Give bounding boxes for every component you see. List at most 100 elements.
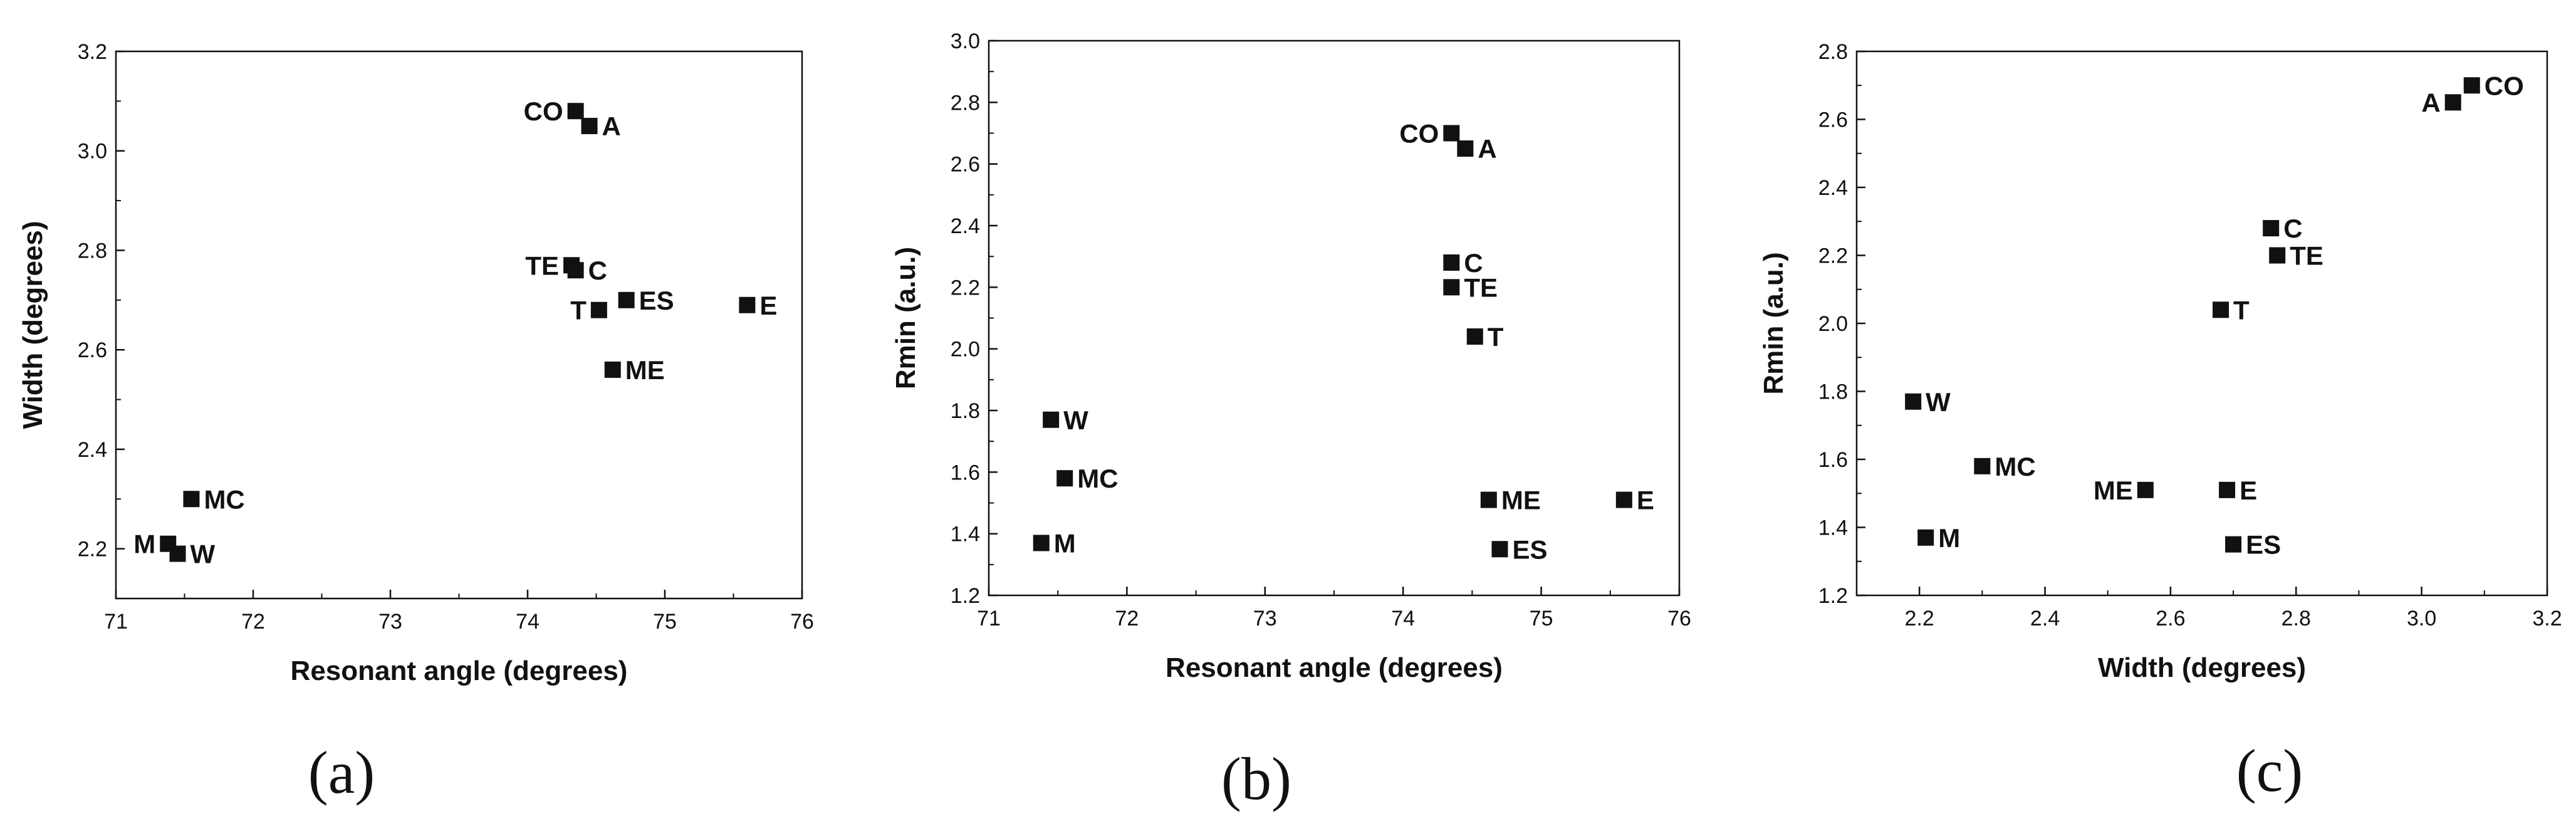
x-tick-label: 72 [241, 610, 265, 634]
data-point [1056, 470, 1073, 487]
y-tick-label: 2.2 [951, 276, 980, 300]
panel-a: 71 72 73 74 75 76 2.2 2.4 2.6 2.8 3.0 3.2 Resonant a… [18, 40, 814, 806]
data-point-label: T [570, 296, 587, 325]
y-tick-label: 2.8 [78, 239, 107, 263]
x-tick-label: 74 [1391, 607, 1415, 630]
data-point-label: C [588, 256, 607, 285]
data-point-label: ES [2246, 530, 2281, 560]
y-tick-label: 3.2 [78, 40, 107, 64]
y-tick-label: 2.4 [951, 214, 980, 238]
data-point-label: ME [2094, 476, 2133, 505]
y-tick-label: 2.4 [78, 438, 107, 462]
data-point-label: W [1063, 405, 1088, 435]
data-point-label: TE [1464, 273, 1498, 302]
data-point [1974, 457, 1991, 474]
y-axis-title: Rmin (a.u.) [890, 247, 921, 389]
data-point-label: MC [204, 484, 244, 514]
data-point-label: MC [1077, 464, 1118, 493]
x-tick-label: 73 [1253, 607, 1277, 630]
data-point-label: T [1488, 322, 1504, 352]
x-axis-title: Resonant angle (degrees) [1165, 652, 1503, 683]
y-tick-label: 1.8 [1818, 380, 1848, 404]
data-point-label: A [1478, 134, 1496, 164]
data-point-label: CO [2485, 71, 2524, 100]
data-point-label: C [2283, 214, 2302, 243]
data-point-label: E [2240, 476, 2257, 505]
y-tick-label: 2.2 [1818, 244, 1848, 268]
data-point-label: A [2421, 88, 2440, 117]
panel-caption: (b) [1221, 745, 1291, 812]
data-point-label: W [190, 540, 216, 569]
data-point [567, 262, 584, 279]
data-point [1615, 491, 1632, 508]
data-point [2137, 481, 2154, 498]
data-point [2219, 481, 2236, 498]
x-axis-title: Width (degrees) [2098, 652, 2306, 683]
x-tick-label: 71 [104, 610, 128, 634]
x-tick-label: 75 [653, 610, 677, 634]
y-tick-label: 1.2 [1818, 584, 1848, 608]
panel-b: 71 72 73 74 75 76 1.2 1.4 1.6 1.8 2.0 2.2 2.4 2.6 2.8 3… [890, 29, 1691, 812]
data-point-label: ES [1512, 535, 1547, 564]
data-point [567, 103, 584, 120]
y-axis-title: Width (degrees) [18, 221, 48, 429]
data-point [2213, 301, 2229, 318]
data-point-label: M [1938, 523, 1960, 553]
y-tick-label: 2.6 [951, 153, 980, 177]
panel-caption: (c) [2236, 737, 2303, 804]
data-point [604, 361, 621, 378]
data-point-label: CO [1399, 119, 1439, 149]
data-point [1480, 491, 1497, 508]
y-tick-label: 2.8 [951, 91, 980, 115]
panel-c: 2.2 2.4 2.6 2.8 3.0 3.2 1.2 1.4 1.6 1.8 2.0 2.2 2.4 2… [1758, 40, 2562, 804]
x-tick-label: 3.2 [2532, 607, 2562, 630]
data-point [2263, 220, 2280, 237]
panel-caption: (a) [308, 739, 375, 806]
y-tick-label: 2.6 [1818, 108, 1848, 132]
data-point-label: MC [1995, 452, 2035, 481]
data-point-label: CO [524, 97, 563, 126]
y-tick-label: 2.2 [78, 538, 107, 562]
data-point [1905, 393, 1922, 410]
data-point [2444, 94, 2461, 111]
data-point-label: ME [1501, 486, 1541, 515]
data-point [618, 291, 635, 308]
x-tick-label: 75 [1530, 607, 1553, 630]
data-point-label: E [759, 291, 777, 320]
data-point [590, 301, 607, 318]
data-point-label: TE [525, 251, 559, 280]
data-point-label: T [2233, 295, 2250, 325]
y-tick-label: 3.0 [951, 29, 980, 53]
x-tick-label: 73 [378, 610, 402, 634]
data-point [1443, 254, 1460, 271]
data-point [1491, 541, 1508, 558]
data-point [581, 118, 598, 135]
data-point [169, 545, 186, 562]
x-axis-title: Resonant angle (degrees) [291, 656, 628, 686]
data-point-label: ES [639, 286, 674, 315]
data-point-label: A [602, 112, 621, 141]
x-tick-label: 2.6 [2156, 607, 2185, 630]
x-tick-label: 76 [1667, 607, 1691, 630]
data-point-label: M [1054, 528, 1076, 558]
data-point-label: M [133, 530, 155, 559]
data-point-label: C [1464, 248, 1483, 278]
y-tick-label: 1.6 [951, 461, 980, 484]
data-point-label: E [1637, 486, 1654, 515]
x-tick-label: 3.0 [2407, 607, 2436, 630]
x-tick-label: 74 [516, 610, 540, 634]
data-point-label: TE [2290, 241, 2323, 271]
x-tick-label: 2.2 [1905, 607, 1934, 630]
y-tick-label: 1.4 [951, 523, 980, 546]
data-point [2269, 247, 2286, 264]
data-point [1443, 279, 1460, 296]
x-tick-label: 71 [977, 607, 1001, 630]
data-point [1457, 140, 1474, 157]
data-point [1033, 535, 1050, 552]
data-point [739, 296, 756, 313]
y-tick-label: 1.8 [951, 399, 980, 423]
y-tick-label: 2.6 [78, 338, 107, 362]
y-tick-label: 2.8 [1818, 40, 1848, 64]
